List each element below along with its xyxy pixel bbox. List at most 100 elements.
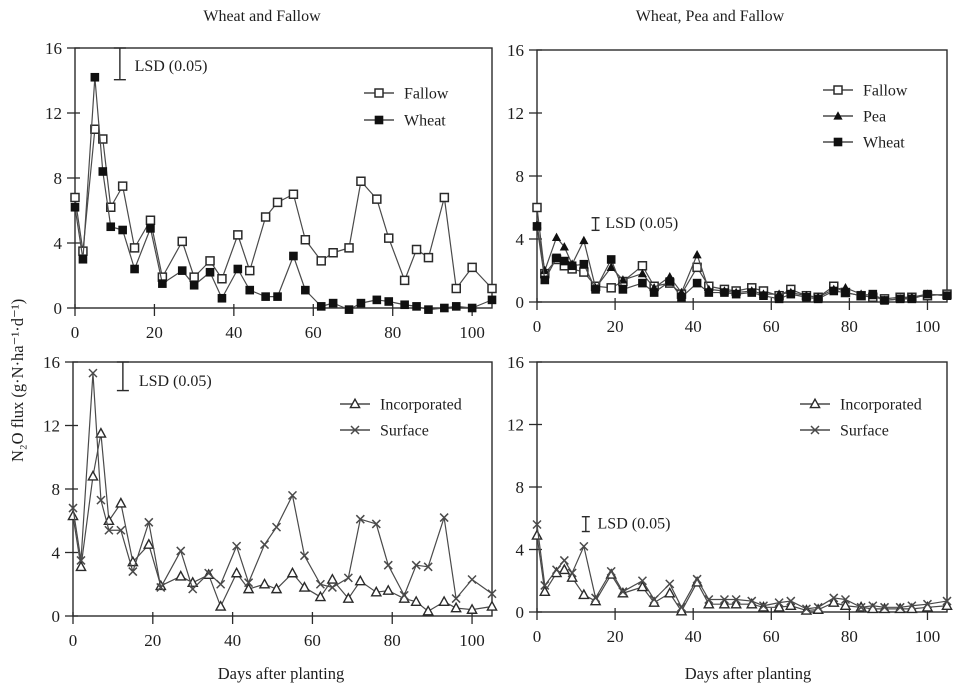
square-open-marker <box>439 192 450 203</box>
square-filled-marker <box>677 292 686 302</box>
legend: Fallow Wheat <box>364 86 449 130</box>
x-marker <box>540 580 550 590</box>
square-open-marker <box>98 134 108 144</box>
square-open-marker <box>637 261 648 271</box>
x-axis-label-right: Days after planting <box>684 664 812 683</box>
x-marker <box>411 560 421 570</box>
x-marker <box>271 522 282 532</box>
square-filled-marker <box>720 288 729 297</box>
svg-text:60: 60 <box>763 627 780 646</box>
square-filled-marker <box>540 275 550 285</box>
square-open-marker <box>145 215 156 225</box>
x-marker <box>355 514 365 524</box>
x-marker <box>287 490 298 500</box>
svg-text:Wheat: Wheat <box>863 135 905 152</box>
svg-text:12: 12 <box>507 104 524 123</box>
svg-text:0: 0 <box>516 603 525 622</box>
svg-text:LSD (0.05): LSD (0.05) <box>135 58 208 75</box>
svg-text:40: 40 <box>224 631 241 650</box>
triangle-open-marker <box>95 427 107 438</box>
x-marker <box>96 495 106 505</box>
square-filled-marker <box>289 251 298 261</box>
square-filled-marker <box>813 294 823 304</box>
square-filled-marker <box>638 278 647 288</box>
svg-text:Fallow: Fallow <box>404 86 449 103</box>
x-marker <box>116 525 126 535</box>
svg-text:LSD (0.05): LSD (0.05) <box>605 215 678 232</box>
svg-text:4: 4 <box>516 230 525 249</box>
svg-text:0: 0 <box>533 627 542 646</box>
x-marker <box>315 579 325 589</box>
triangle-open-marker <box>578 588 590 600</box>
svg-text:4: 4 <box>52 544 61 563</box>
svg-text:8: 8 <box>516 167 525 186</box>
square-filled-marker <box>301 285 310 295</box>
triangle-open-marker <box>773 601 785 612</box>
svg-text:80: 80 <box>384 631 401 650</box>
square-open-marker <box>272 197 283 208</box>
square-open-marker <box>374 88 384 98</box>
triangle-filled-marker <box>606 262 616 271</box>
square-filled-marker <box>90 72 100 82</box>
square-filled-marker <box>424 305 433 314</box>
square-filled-marker <box>78 254 88 264</box>
square-filled-marker <box>400 300 409 310</box>
square-filled-marker <box>786 289 796 299</box>
x-marker <box>551 565 562 575</box>
x-marker <box>942 596 952 606</box>
square-filled-marker <box>146 224 155 233</box>
x-marker <box>786 596 796 606</box>
square-filled-marker <box>316 302 326 311</box>
square-filled-marker <box>261 292 270 301</box>
triangle-open-marker <box>663 586 676 598</box>
triangle-open-marker <box>286 566 299 578</box>
x-marker <box>591 593 601 603</box>
panel-1: 0 4 8 12 16 0 20 40 60 80 100 LSD (0.05) Fallow Pea Wh… <box>507 41 952 336</box>
x-marker <box>907 601 917 611</box>
x-marker <box>244 578 254 588</box>
svg-text:0: 0 <box>71 323 80 342</box>
svg-text:100: 100 <box>915 627 941 646</box>
x-marker <box>868 601 878 611</box>
square-filled-marker <box>70 202 80 212</box>
triangle-open-marker <box>941 599 953 611</box>
x-axis-label-left: Days after planting <box>217 664 345 683</box>
x-marker <box>606 566 616 576</box>
x-marker <box>188 584 198 594</box>
triangle-open-marker <box>486 600 498 611</box>
x-marker <box>649 594 659 605</box>
square-filled-marker <box>412 302 421 311</box>
x-marker <box>104 525 114 535</box>
series-markers-surface <box>532 519 952 614</box>
square-open-marker <box>233 230 243 240</box>
triangle-open-marker <box>349 397 361 409</box>
svg-text:100: 100 <box>915 317 941 336</box>
triangle-filled-marker <box>551 232 562 242</box>
triangle-open-marker <box>422 604 434 616</box>
panel-3: 0 4 8 12 16 0 20 40 60 80 100 LSD (0.05) Incorporate… <box>507 353 953 646</box>
svg-text:60: 60 <box>763 317 780 336</box>
svg-text:8: 8 <box>52 480 61 499</box>
square-filled-marker <box>618 285 628 294</box>
triangle-open-marker <box>438 595 450 607</box>
square-filled-marker <box>273 292 282 301</box>
square-filled-marker <box>923 289 932 299</box>
triangle-filled-marker <box>559 242 569 251</box>
triangle-open-marker <box>230 566 243 578</box>
triangle-open-marker <box>314 590 327 602</box>
svg-text:100: 100 <box>459 631 485 650</box>
square-open-marker <box>129 243 140 253</box>
x-marker <box>922 599 933 609</box>
square-open-marker <box>260 212 271 222</box>
svg-text:8: 8 <box>516 478 525 497</box>
square-filled-marker <box>356 298 366 308</box>
square-filled-marker <box>233 264 243 274</box>
square-filled-marker <box>747 288 757 297</box>
square-filled-marker <box>907 294 917 304</box>
triangle-filled-marker <box>833 111 843 120</box>
series-markers-incorporated <box>531 529 953 616</box>
x-marker <box>840 594 851 605</box>
x-marker <box>343 573 353 583</box>
x-marker <box>176 546 186 556</box>
square-open-marker <box>487 283 497 294</box>
